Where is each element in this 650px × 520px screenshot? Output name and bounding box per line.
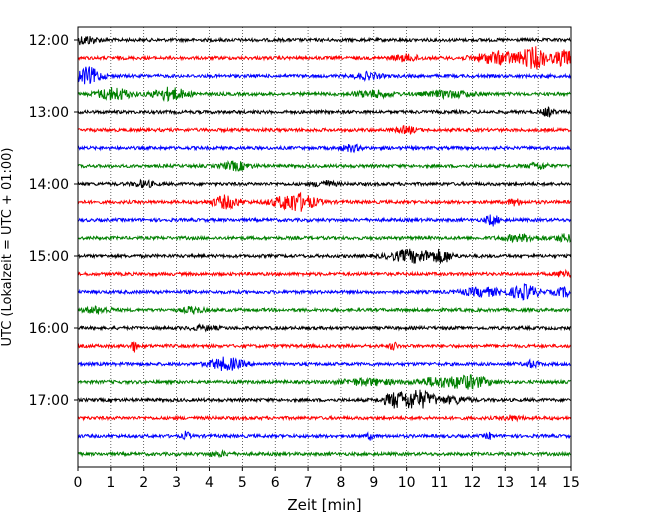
x-tick-label: 2	[139, 475, 148, 491]
x-tick-label: 14	[529, 475, 547, 491]
x-tick-label: 15	[562, 475, 580, 491]
y-tick-label: 12:00	[29, 33, 69, 49]
trace-line	[77, 232, 572, 244]
trace-line	[77, 159, 572, 172]
trace-group	[77, 36, 572, 459]
trace-line	[77, 430, 571, 441]
trace-line	[77, 46, 572, 70]
trace-line	[77, 124, 571, 135]
trace-line	[77, 214, 572, 227]
trace-line	[77, 322, 571, 333]
x-axis-label: Zeit [min]	[287, 496, 361, 514]
trace-line	[77, 36, 571, 46]
x-tick-label: 6	[271, 475, 280, 491]
x-tick-label: 0	[74, 475, 83, 491]
x-tick-label: 7	[304, 475, 313, 491]
trace-line	[77, 66, 572, 85]
trace-line	[77, 414, 572, 423]
trace-line	[77, 106, 572, 118]
trace-line	[77, 389, 571, 409]
trace-line	[77, 191, 571, 212]
plot-frame	[77, 26, 572, 468]
trace-line	[77, 268, 572, 279]
x-tick-label: 1	[106, 475, 115, 491]
trace-line	[77, 86, 571, 103]
y-tick-label: 15:00	[29, 249, 69, 265]
y-tick-label: 14:00	[29, 177, 69, 193]
x-tick-label: 9	[369, 475, 378, 491]
trace-line	[78, 248, 572, 264]
x-tick-label: 8	[336, 475, 345, 491]
trace-line	[77, 178, 571, 189]
trace-line	[77, 356, 571, 372]
x-tick-label: 3	[172, 475, 181, 491]
trace-line	[77, 143, 571, 154]
trace-line	[77, 341, 572, 353]
x-axis-ticks: 0 1 2 3 4 5 6 7 8 9 10 11 12 13 14 15	[74, 467, 580, 491]
x-tick-label: 12	[463, 475, 481, 491]
x-tick-label: 11	[431, 475, 449, 491]
y-axis-label: UTC (Lokalzeit = UTC + 01:00)	[0, 148, 15, 347]
y-axis-ticks: 12:00 13:00 14:00 15:00 16:00 17:00	[29, 33, 78, 409]
x-tick-label: 5	[238, 475, 247, 491]
grid-lines	[110, 27, 539, 467]
trace-line	[77, 449, 571, 459]
x-tick-label: 10	[398, 475, 416, 491]
x-tick-label: 4	[205, 475, 214, 491]
trace-line	[77, 283, 571, 301]
y-tick-label: 16:00	[29, 321, 69, 337]
trace-line	[77, 374, 571, 390]
y-tick-label: 17:00	[29, 393, 69, 409]
y-tick-label: 13:00	[29, 105, 69, 121]
x-tick-label: 13	[496, 475, 514, 491]
trace-line	[77, 305, 571, 315]
